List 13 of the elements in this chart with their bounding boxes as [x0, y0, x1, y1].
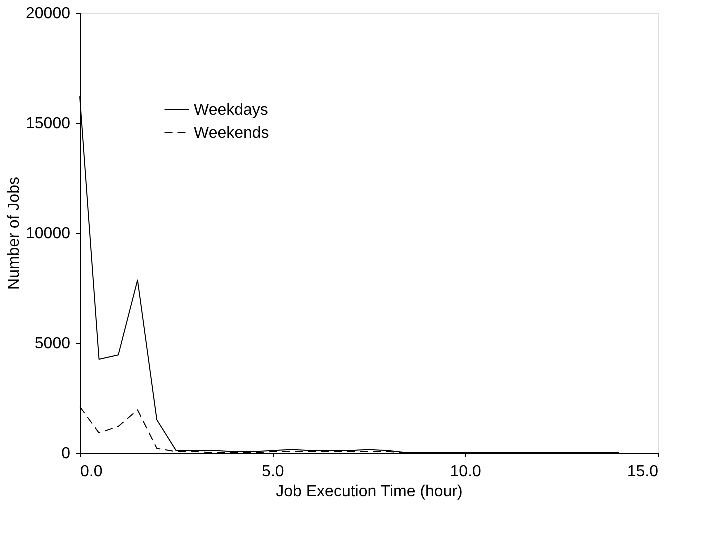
y-tick-label: 5000: [34, 336, 71, 352]
y-tick-label: 20000: [26, 6, 71, 22]
legend-label: Weekdays: [194, 102, 268, 119]
x-tick-label: 10.0: [450, 464, 482, 480]
legend-label: Weekends: [194, 125, 270, 142]
y-axis-title: Number of Jobs: [6, 177, 24, 290]
x-axis-title: Job Execution Time (hour): [276, 484, 463, 500]
x-tick-label: 0.0: [80, 464, 103, 480]
x-tick-label: 5.0: [262, 464, 284, 480]
x-tick-label: 15.0: [627, 464, 659, 480]
y-tick-label: 15000: [26, 116, 71, 132]
y-tick-label: 10000: [26, 226, 71, 242]
y-tick-label: 0: [62, 446, 71, 462]
